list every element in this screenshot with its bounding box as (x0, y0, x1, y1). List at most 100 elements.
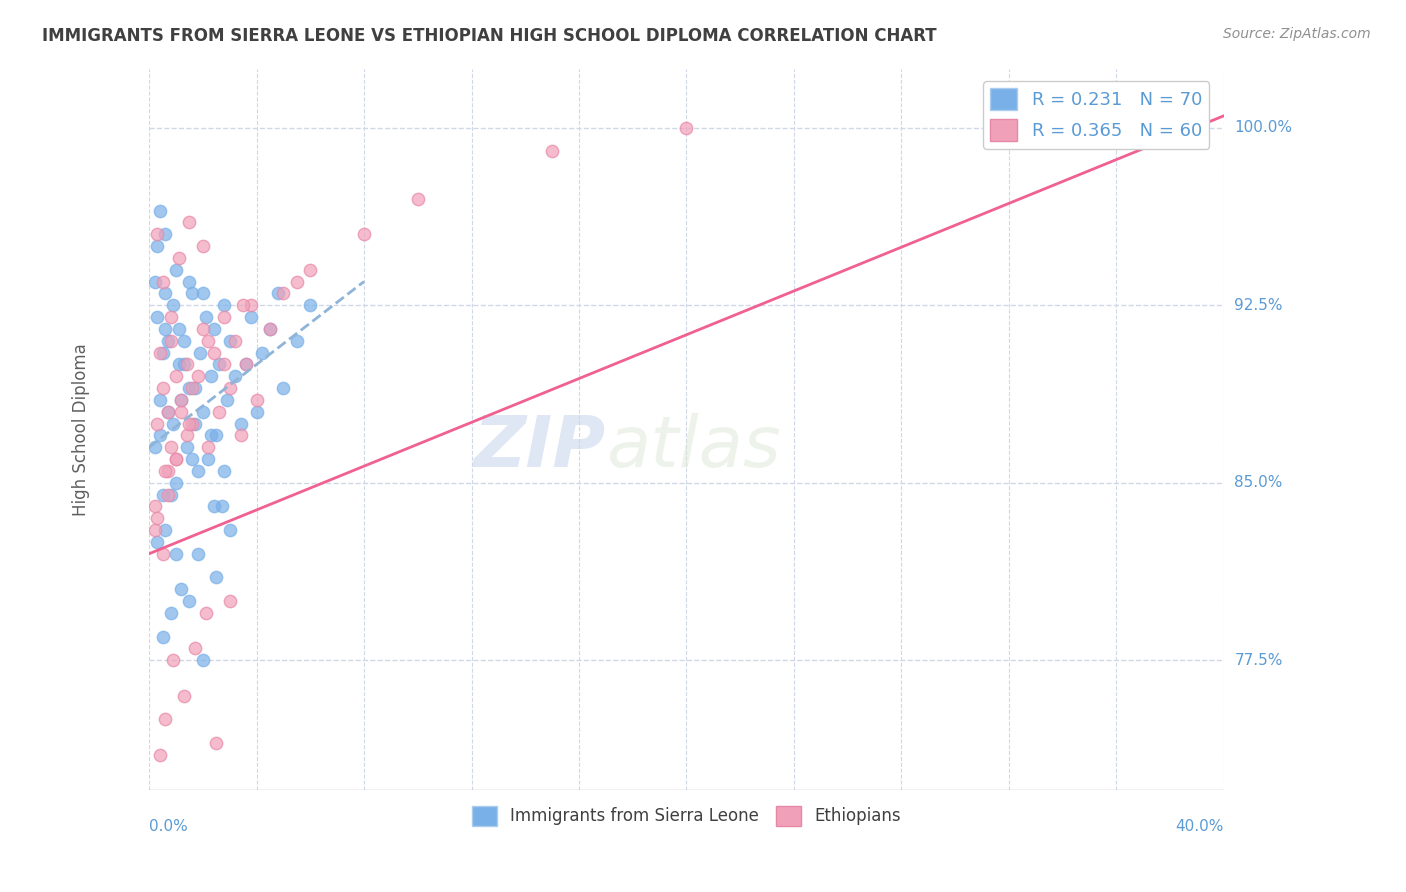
Point (156, 405, 179, 419)
Point (200, 428, 222, 442)
Point (218, 381, 240, 395)
Legend: Immigrants from Sierra Leone, Ethiopians: Immigrants from Sierra Leone, Ethiopians (465, 799, 907, 832)
Point (235, 357, 257, 371)
Point (218, 523, 240, 537)
Point (155, 227, 177, 242)
Point (170, 582, 193, 597)
Point (149, 392, 172, 407)
Point (205, 736, 228, 750)
Point (162, 298, 184, 312)
Point (179, 594, 201, 608)
Point (406, 192, 429, 206)
Point (162, 653, 184, 667)
Point (143, 523, 166, 537)
Point (240, 298, 263, 312)
Point (173, 689, 195, 703)
Point (214, 298, 236, 312)
Point (273, 286, 295, 301)
Point (170, 392, 193, 407)
Point (152, 381, 174, 395)
Point (149, 345, 172, 359)
Point (155, 464, 177, 478)
Text: 100.0%: 100.0% (1234, 120, 1292, 136)
Point (224, 334, 246, 348)
Point (146, 310, 169, 324)
Point (229, 417, 252, 431)
Point (159, 606, 181, 620)
Point (179, 381, 201, 395)
Point (208, 357, 231, 371)
Point (224, 369, 246, 384)
Point (299, 298, 322, 312)
Point (181, 452, 204, 467)
Point (208, 405, 231, 419)
Point (155, 286, 177, 301)
Point (173, 357, 195, 371)
Point (211, 500, 233, 514)
Point (218, 594, 240, 608)
Point (176, 440, 198, 454)
Point (167, 251, 190, 265)
Point (152, 275, 174, 289)
Point (162, 417, 184, 431)
Point (159, 440, 181, 454)
Point (155, 523, 177, 537)
Text: atlas: atlas (606, 413, 780, 482)
Point (179, 275, 201, 289)
Point (146, 534, 169, 549)
Text: 77.5%: 77.5% (1234, 653, 1282, 668)
Point (186, 547, 208, 561)
Point (176, 357, 198, 371)
Text: ZIP: ZIP (474, 413, 606, 482)
Point (152, 345, 174, 359)
Point (191, 653, 214, 667)
Point (149, 203, 172, 218)
Point (146, 511, 169, 525)
Point (159, 487, 181, 501)
Point (218, 334, 240, 348)
Point (285, 334, 308, 348)
Text: High School Diploma: High School Diploma (72, 343, 90, 516)
Point (240, 310, 263, 324)
Point (165, 475, 187, 490)
Point (156, 464, 179, 478)
Text: IMMIGRANTS FROM SIERRA LEONE VS ETHIOPIAN HIGH SCHOOL DIPLOMA CORRELATION CHART: IMMIGRANTS FROM SIERRA LEONE VS ETHIOPIA… (42, 27, 936, 45)
Point (541, 145, 564, 159)
Point (202, 345, 225, 359)
Point (214, 464, 236, 478)
Point (273, 381, 295, 395)
Point (146, 239, 169, 253)
Point (202, 322, 225, 336)
Point (170, 405, 193, 419)
Point (156, 487, 179, 501)
Point (179, 417, 201, 431)
Point (191, 286, 214, 301)
Point (146, 417, 169, 431)
Point (165, 262, 187, 277)
Point (353, 227, 375, 242)
Point (191, 322, 214, 336)
Point (155, 322, 177, 336)
Point (197, 334, 219, 348)
Point (170, 392, 193, 407)
Point (197, 452, 219, 467)
Point (176, 428, 198, 442)
Point (205, 428, 228, 442)
Point (200, 369, 222, 384)
Point (184, 381, 207, 395)
Point (186, 369, 208, 384)
Point (229, 428, 252, 442)
Point (156, 405, 179, 419)
Point (143, 500, 166, 514)
Point (184, 417, 207, 431)
Point (194, 310, 217, 324)
Point (267, 286, 290, 301)
Point (197, 440, 219, 454)
Point (235, 357, 257, 371)
Point (194, 606, 217, 620)
Point (152, 487, 174, 501)
Point (181, 381, 204, 395)
Point (285, 275, 308, 289)
Point (165, 452, 187, 467)
Point (149, 747, 172, 762)
